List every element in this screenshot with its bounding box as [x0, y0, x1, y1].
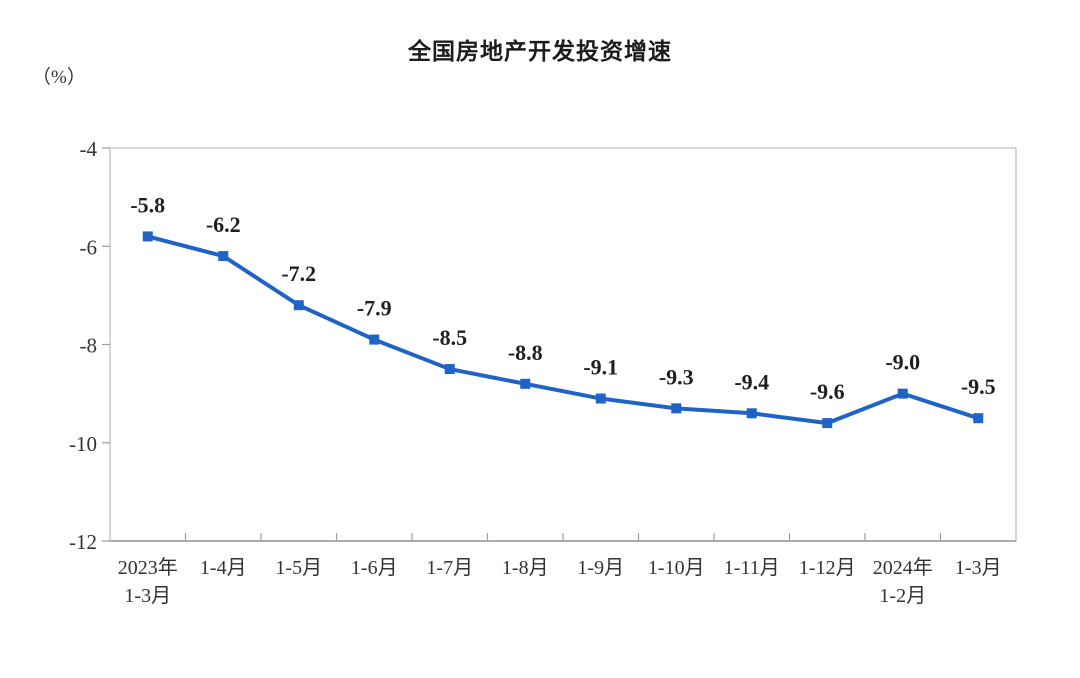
data-point-marker — [444, 364, 455, 375]
y-tick-label: -12 — [69, 530, 97, 554]
x-tick-label: 1-10月 — [648, 557, 705, 579]
data-point-marker — [822, 418, 833, 429]
data-point-marker — [671, 403, 682, 414]
x-tick-label: 1-5月 — [275, 557, 322, 579]
data-point-marker — [520, 378, 531, 389]
data-point-label: -9.0 — [885, 350, 920, 375]
x-tick-label: 1-3月 — [124, 585, 171, 607]
y-tick-label: -10 — [69, 432, 97, 456]
x-tick-label: 1-2月 — [879, 585, 926, 607]
data-point-marker — [595, 393, 606, 404]
data-point-label: -7.9 — [357, 296, 392, 321]
data-point-marker — [142, 231, 153, 242]
x-tick-label: 1-12月 — [799, 557, 856, 579]
data-point-marker — [369, 334, 380, 345]
x-tick-label: 1-9月 — [577, 557, 624, 579]
x-tick-label: 1-7月 — [426, 557, 473, 579]
chart-title: 全国房地产开发投资增速 — [408, 38, 672, 64]
y-tick-label: -4 — [80, 137, 98, 161]
data-point-label: -8.8 — [508, 340, 543, 365]
data-point-marker — [746, 408, 757, 419]
data-point-label: -7.2 — [281, 261, 316, 286]
x-tick-label: 1-11月 — [724, 557, 780, 579]
x-tick-label: 2023年 — [118, 556, 178, 579]
plot-frame — [109, 147, 1017, 542]
data-point-label: -9.4 — [734, 369, 769, 394]
x-tick-label: 1-3月 — [955, 557, 1002, 579]
y-tick-label: -8 — [80, 334, 98, 358]
y-tick-label: -6 — [80, 235, 98, 259]
data-point-marker — [973, 413, 984, 424]
data-point-label: -6.2 — [206, 212, 241, 237]
data-point-marker — [293, 300, 304, 311]
data-point-label: -9.5 — [961, 374, 996, 399]
data-point-label: -9.6 — [810, 379, 845, 404]
data-point-label: -5.8 — [130, 192, 165, 217]
data-point-marker — [897, 388, 908, 399]
y-axis-unit-label: （%） — [32, 67, 86, 88]
x-tick-label: 1-4月 — [200, 557, 247, 579]
data-point-label: -8.5 — [432, 325, 467, 350]
x-tick-label: 1-8月 — [502, 557, 549, 579]
series-line — [147, 234, 979, 426]
data-point-marker — [218, 251, 229, 262]
data-point-label: -9.3 — [659, 364, 694, 389]
x-tick-label: 2024年 — [873, 556, 933, 579]
x-tick-label: 1-6月 — [351, 557, 398, 579]
data-point-label: -9.1 — [583, 355, 618, 380]
